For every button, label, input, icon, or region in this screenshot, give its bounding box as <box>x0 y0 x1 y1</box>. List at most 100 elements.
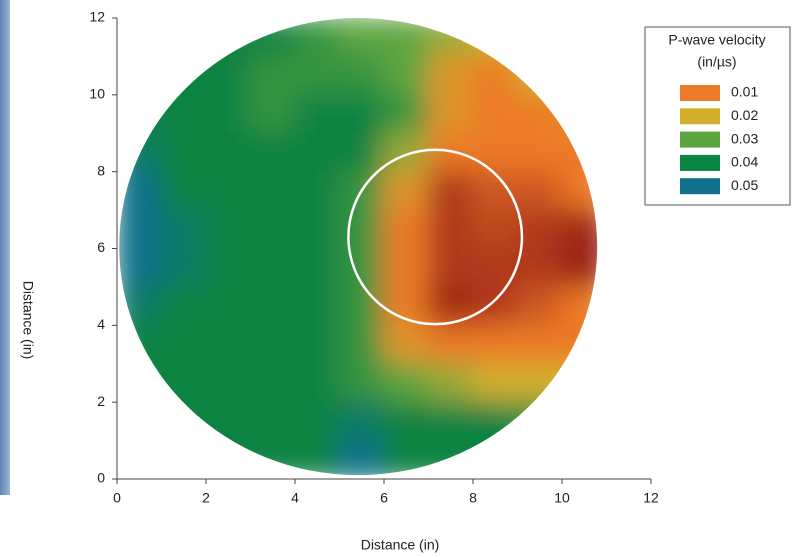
field-cell <box>516 18 563 58</box>
legend-label: 0.05 <box>731 177 758 193</box>
field-cell <box>338 362 385 404</box>
field-cell <box>294 401 341 442</box>
x-tick-label: 6 <box>380 490 388 506</box>
legend: P-wave velocity (in/µs) 0.01 0.02 0.03 0.04… <box>644 26 791 206</box>
velocity-field <box>119 18 598 476</box>
field-cell <box>294 324 341 365</box>
field-cell <box>561 324 598 365</box>
field-cell <box>119 362 163 404</box>
field-cell <box>294 18 341 58</box>
field-cell <box>472 209 519 250</box>
field-cell <box>472 362 519 404</box>
field-cell <box>472 18 519 58</box>
field-cell <box>160 170 207 212</box>
field-cell <box>561 401 598 442</box>
field-cell <box>427 55 474 96</box>
legend-label: 0.03 <box>731 130 758 146</box>
y-tick-label: 0 <box>97 470 105 486</box>
legend-title: (in/µs) <box>697 54 736 70</box>
highlight-circle <box>347 148 524 326</box>
legend-label: 0.01 <box>731 84 758 100</box>
y-tick-label: 12 <box>89 9 105 25</box>
field-cell <box>427 285 474 327</box>
field-cell <box>427 401 474 442</box>
field-cell <box>383 401 430 442</box>
field-cell <box>119 247 163 288</box>
field-cell <box>383 170 430 212</box>
field-cell <box>427 439 474 476</box>
field-cell <box>249 209 296 250</box>
field-cell <box>160 55 207 96</box>
field-cell <box>561 132 598 173</box>
axes: 0 2 4 6 8 10 12 0 2 4 6 8 10 12 <box>89 9 659 506</box>
x-tick-label: 8 <box>469 490 477 506</box>
legend-swatch <box>680 108 720 125</box>
field-cell <box>249 439 296 476</box>
field-cell <box>338 132 385 173</box>
y-tick-label: 10 <box>89 86 105 102</box>
field-cell <box>383 93 430 135</box>
field-cell <box>383 209 430 250</box>
x-tick-label: 0 <box>113 490 121 506</box>
field-cell <box>205 324 252 365</box>
field-cell <box>472 285 519 327</box>
field-cell <box>249 401 296 442</box>
field-cell <box>205 18 252 58</box>
field-cell <box>205 170 252 212</box>
field-cell <box>294 285 341 327</box>
field-cell <box>160 362 207 404</box>
field-cell <box>383 18 430 58</box>
field-cell <box>427 209 474 250</box>
field-cell <box>249 285 296 327</box>
field-cell <box>427 362 474 404</box>
field-cell <box>205 362 252 404</box>
y-tick-label: 2 <box>97 393 105 409</box>
field-cell <box>205 285 252 327</box>
field-cell <box>516 170 563 212</box>
field-cell <box>160 18 207 58</box>
field-cell <box>427 132 474 173</box>
field-cell <box>383 439 430 476</box>
y-tick-label: 6 <box>97 239 105 255</box>
field-cell <box>160 401 207 442</box>
y-tick-label: 4 <box>97 316 105 332</box>
field-cell <box>119 209 163 250</box>
legend-swatch <box>680 131 720 148</box>
field-cell <box>205 93 252 135</box>
field-cell <box>516 324 563 365</box>
field-cell <box>294 170 341 212</box>
field-cell <box>516 285 563 327</box>
field-cell <box>160 285 207 327</box>
field-cell <box>119 285 163 327</box>
field-cell <box>427 93 474 135</box>
field-cell <box>160 93 207 135</box>
field-cell <box>249 132 296 173</box>
field-cells <box>119 18 598 476</box>
field-cell <box>516 132 563 173</box>
field-cell <box>119 18 163 58</box>
y-tick-label: 8 <box>97 162 105 178</box>
field-cell <box>160 439 207 476</box>
field-cell <box>561 18 598 58</box>
field-cell <box>561 170 598 212</box>
field-cell <box>338 93 385 135</box>
legend-swatch <box>680 85 720 101</box>
field-cell <box>249 18 296 58</box>
field-cell <box>561 362 598 404</box>
field-cell <box>472 401 519 442</box>
field-cell <box>119 55 163 96</box>
field-cell <box>160 247 207 288</box>
field-cell <box>249 170 296 212</box>
field-cell <box>249 55 296 96</box>
field-cell <box>338 324 385 365</box>
y-axis-label: Distance (in) <box>20 281 36 360</box>
field-cell <box>294 209 341 250</box>
field-cell <box>119 170 163 212</box>
side-strip <box>0 0 10 495</box>
field-cell <box>516 401 563 442</box>
field-cell <box>294 132 341 173</box>
field-cell <box>472 439 519 476</box>
field-cell <box>561 55 598 96</box>
field-cell <box>427 324 474 365</box>
